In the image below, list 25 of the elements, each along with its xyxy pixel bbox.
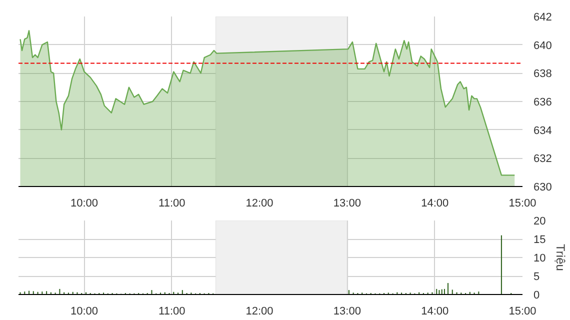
y-tick-label: 20 (534, 216, 546, 228)
x-tick-label: 15:00 (508, 306, 536, 318)
x-tick-label: 10:00 (70, 306, 98, 318)
x-tick-label: 10:00 (70, 198, 98, 210)
y-tick-label: 636 (534, 96, 552, 108)
y-axis-title: Triệu (554, 244, 568, 271)
y-tick-label: 640 (534, 40, 552, 52)
x-tick-label: 14:00 (421, 306, 449, 318)
y-tick-label: 632 (534, 153, 552, 166)
y-tick-label: 0 (534, 290, 540, 302)
x-tick-label: 11:00 (158, 306, 186, 318)
x-tick-label: 12:00 (246, 198, 274, 210)
y-tick-label: 638 (534, 68, 552, 80)
x-tick-label: 13:00 (333, 198, 361, 210)
y-tick-label: 10 (534, 252, 546, 264)
x-tick-label: 13:00 (333, 306, 361, 318)
x-tick-label: 12:00 (246, 306, 274, 318)
x-tick-label: 11:00 (158, 198, 186, 210)
y-tick-label: 634 (534, 124, 552, 137)
y-tick-label: 15 (534, 234, 546, 246)
y-tick-label: 630 (534, 182, 552, 194)
x-tick-label: 14:00 (421, 198, 449, 210)
x-tick-label: 15:00 (508, 198, 536, 210)
y-tick-label: 642 (534, 12, 552, 24)
y-tick-label: 5 (534, 271, 540, 283)
